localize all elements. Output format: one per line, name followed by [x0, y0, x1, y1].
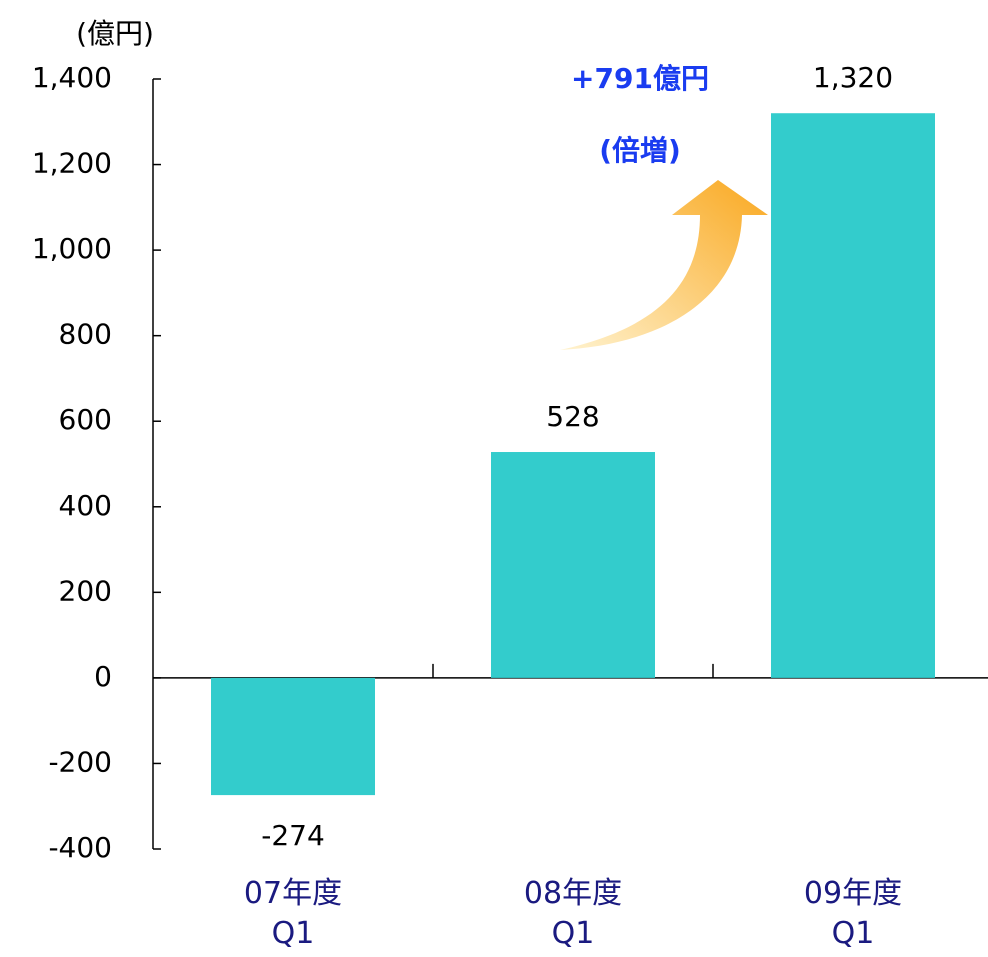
bar [771, 113, 935, 678]
value-label: -274 [261, 819, 325, 852]
y-tick-label: 0 [94, 660, 112, 693]
growth-arrow [560, 180, 768, 350]
y-tick-label: -200 [48, 745, 112, 778]
unit-label: (億円) [76, 17, 154, 50]
bar [491, 452, 655, 678]
y-tick-label: 800 [59, 318, 112, 351]
y-tick-label: -400 [48, 831, 112, 864]
value-label: 528 [546, 400, 599, 433]
y-tick-label: 1,000 [32, 232, 112, 265]
value-label: 1,320 [813, 61, 893, 94]
bar [211, 677, 375, 796]
annotation: (倍増) [599, 134, 681, 167]
x-tick-label: 07年度 Q1 [243, 876, 343, 951]
x-tick-label: 08年度 Q1 [523, 876, 623, 951]
y-tick-label: 600 [59, 403, 112, 436]
y-tick-label: 1,400 [32, 61, 112, 94]
y-tick-label: 200 [59, 574, 112, 607]
x-tick-label: 09年度 Q1 [803, 876, 903, 951]
annotation: +791億円 [571, 62, 709, 95]
y-tick-label: 1,200 [32, 147, 112, 180]
y-tick-label: 400 [59, 489, 112, 522]
